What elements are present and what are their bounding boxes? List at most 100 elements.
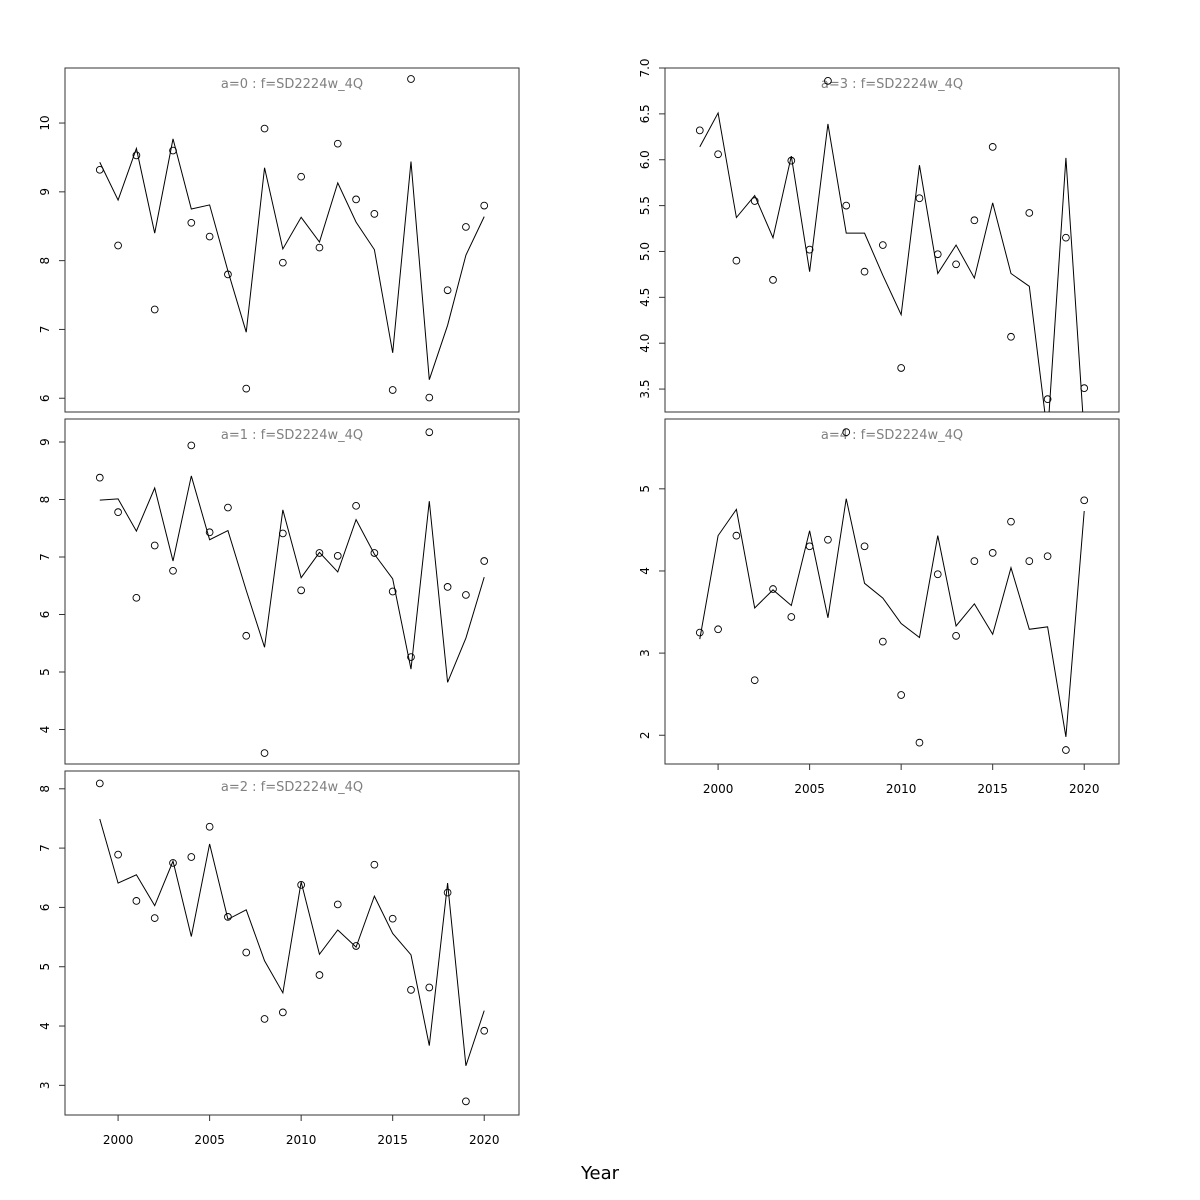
observed-point: [114, 850, 122, 859]
y-tick-label: 3: [638, 649, 652, 657]
y-tick-label: 8: [38, 496, 52, 504]
x-tick-label: 2000: [103, 1133, 134, 1147]
observed-point: [278, 1008, 287, 1017]
observed-point: [897, 691, 906, 699]
observed-point: [315, 549, 324, 557]
observed-point: [187, 218, 196, 227]
x-tick-label: 2015: [377, 1133, 408, 1147]
y-tick-label: 9: [38, 438, 52, 446]
observed-point: [315, 971, 324, 979]
y-tick-label: 5.5: [638, 196, 652, 215]
panel-1: 4 5 6 7 8 9 a=1 : f=SD2224w_4Q: [38, 418, 520, 765]
observed-point: [480, 1026, 489, 1035]
y-tick-label: 6.0: [638, 150, 652, 169]
observed-point: [205, 822, 214, 831]
observed-point: [842, 428, 851, 436]
observed-point: [278, 529, 287, 538]
panel-frame: [64, 67, 520, 413]
observed-point: [878, 637, 887, 646]
observed-point: [480, 557, 489, 565]
observed-point: [1007, 517, 1015, 526]
observed-point: [132, 897, 141, 905]
y-tick-label: 2: [638, 731, 652, 739]
observed-point: [860, 267, 869, 276]
observed-point: [1062, 746, 1070, 754]
observed-point: [260, 749, 269, 757]
observed-point: [388, 587, 397, 596]
observed-point: [443, 583, 452, 591]
observed-point: [370, 210, 379, 218]
observed-point: [352, 501, 360, 510]
observed-point: [169, 146, 177, 155]
observed-point: [750, 676, 759, 685]
observed-point: [1080, 496, 1089, 505]
fitted-line: [699, 111, 1084, 412]
observed-point: [169, 566, 177, 575]
observed-point: [1025, 209, 1034, 217]
x-tick-label: 2000: [703, 782, 734, 796]
observed-point: [769, 276, 777, 284]
observed-point: [462, 1097, 470, 1106]
observed-point: [278, 258, 287, 267]
observed-point: [1025, 557, 1034, 565]
observed-point: [695, 628, 704, 637]
y-tick-label: 7: [38, 553, 52, 561]
observed-point: [988, 143, 997, 151]
observed-point: [205, 232, 214, 241]
observed-point: [388, 914, 397, 923]
observed-point: [787, 613, 796, 621]
observed-point: [95, 165, 104, 174]
y-tick-label: 4: [38, 726, 52, 734]
y-tick-label: 4: [38, 1022, 52, 1030]
panel-3: 3.5 4.0 4.5 5.0 5.5 6.0 6.5 7.0 a=3 : f=SD2224w_…: [638, 58, 1120, 413]
observed-point: [1080, 384, 1089, 392]
observed-point: [805, 542, 814, 551]
observed-point: [297, 881, 306, 889]
y-tick-label: 6: [38, 611, 52, 619]
panel-title: a=4 : f=SD2224w_4Q: [821, 428, 963, 443]
observed-point: [860, 542, 869, 551]
observed-point: [224, 913, 232, 921]
y-tick-label: 8: [38, 785, 52, 793]
observed-point: [769, 585, 777, 593]
x-tick-label: 2020: [469, 1133, 500, 1147]
observed-point: [1007, 332, 1015, 341]
x-tick-label: 2005: [794, 782, 825, 796]
observed-point: [388, 386, 397, 394]
observed-point: [333, 900, 342, 909]
panel-title: a=2 : f=SD2224w_4Q: [221, 780, 363, 795]
observed-point: [315, 243, 324, 252]
observed-point: [1043, 395, 1052, 404]
y-tick-label: 6: [38, 904, 52, 912]
observed-point: [242, 948, 251, 957]
observed-point: [842, 201, 851, 210]
y-tick-label: 10: [38, 115, 52, 130]
panel-2: 3 4 5 6 7 8 2000 2005 2010 2015 2020 a=2 : f=SD2224…: [38, 770, 520, 1147]
y-tick-label: 9: [38, 188, 52, 196]
x-axis-label: Year: [580, 1163, 620, 1184]
observed-point: [714, 150, 722, 159]
observed-point: [915, 738, 924, 747]
y-tick-label: 4.0: [638, 334, 652, 353]
observed-point: [462, 223, 470, 231]
observed-point: [132, 151, 141, 160]
observed-point: [187, 853, 196, 861]
y-tick-label: 6: [38, 394, 52, 402]
observed-point: [805, 245, 814, 254]
observed-point: [714, 625, 722, 634]
observed-point: [333, 551, 342, 560]
y-tick-label: 3.5: [638, 380, 652, 399]
observed-point: [407, 75, 415, 83]
panel-frame: [664, 418, 1120, 765]
observed-point: [462, 591, 470, 599]
panel-title: a=0 : f=SD2224w_4Q: [221, 77, 363, 92]
observed-point: [732, 531, 741, 540]
observed-point: [95, 779, 104, 788]
x-tick-label: 2015: [977, 782, 1008, 796]
fitted-line: [99, 138, 485, 380]
panel-title: a=3 : f=SD2224w_4Q: [821, 77, 963, 92]
observed-point: [169, 859, 177, 867]
observed-point: [150, 914, 159, 922]
y-tick-label: 5: [38, 668, 52, 676]
